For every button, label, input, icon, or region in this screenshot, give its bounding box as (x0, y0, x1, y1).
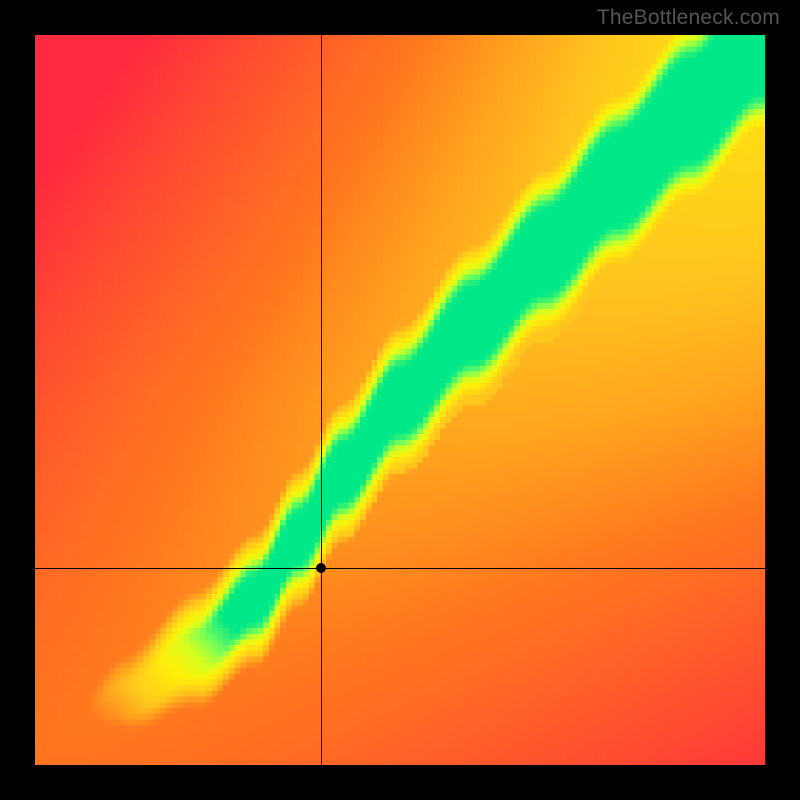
crosshair-marker (316, 563, 326, 573)
crosshair-vertical (321, 35, 322, 765)
source-watermark: TheBottleneck.com (597, 6, 780, 30)
plot-area (35, 35, 765, 765)
crosshair-horizontal (35, 568, 765, 569)
chart-container: TheBottleneck.com (0, 0, 800, 800)
heatmap-canvas (35, 35, 765, 765)
